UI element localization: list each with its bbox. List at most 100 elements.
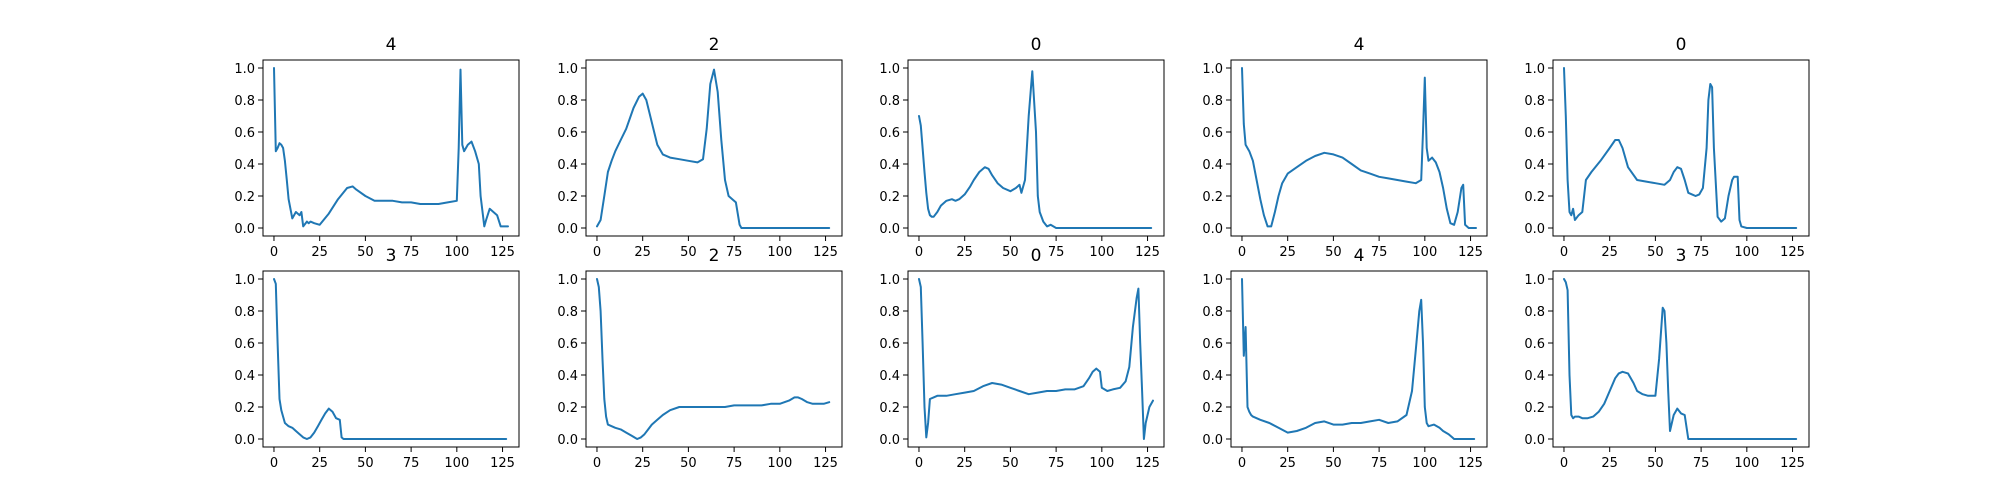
y-tick-label: 1.0 — [557, 273, 578, 288]
subplot-title: 3 — [386, 246, 397, 266]
y-tick-label: 0.4 — [1524, 158, 1545, 173]
x-tick-label: 125 — [1458, 456, 1483, 471]
y-tick-label: 0.4 — [234, 369, 255, 384]
subplot-5: 0 0 25 50 75 100 125 0.0 0.2 0.4 0.6 0.8 1.0 — [1524, 35, 1810, 260]
y-tick-label: 0.6 — [1524, 337, 1545, 352]
x-tick-label: 0 — [593, 456, 601, 471]
subplot-1: 4 0 25 50 75 100 125 0.0 0.2 0.4 0.6 0.8 1.0 — [234, 35, 520, 260]
series-line — [1241, 67, 1477, 229]
x-tick-label: 0 — [270, 245, 278, 260]
x-tick-label: 50 — [357, 245, 374, 260]
y-tick-label: 0.0 — [1524, 222, 1545, 237]
x-tick-label: 25 — [1601, 245, 1618, 260]
axes-frame — [1230, 59, 1488, 237]
y-tick-label: 0.4 — [879, 369, 900, 384]
axes-frame — [585, 59, 843, 237]
x-tick-label: 100 — [1412, 245, 1437, 260]
x-tick-label: 125 — [1135, 456, 1160, 471]
y-tick-label: 1.0 — [234, 273, 255, 288]
y-tick-label: 1.0 — [234, 62, 255, 77]
subplot-title: 0 — [1031, 246, 1042, 266]
x-tick-label: 75 — [1048, 245, 1065, 260]
axes-frame — [907, 59, 1165, 237]
series-line — [918, 278, 1154, 440]
series-line — [1563, 278, 1798, 440]
y-tick-label: 0.2 — [557, 401, 578, 416]
series-line — [273, 278, 508, 440]
y-tick-label: 0.0 — [879, 433, 900, 448]
y-tick-label: 0.6 — [879, 337, 900, 352]
x-tick-label: 125 — [1780, 245, 1805, 260]
x-tick-label: 75 — [1693, 245, 1710, 260]
subplot-9: 4 0 25 50 75 100 125 0.0 0.2 0.4 0.6 0.8 1.0 — [1202, 246, 1488, 471]
subplot-8: 0 0 25 50 75 100 125 0.0 0.2 0.4 0.6 0.8 1.0 — [879, 246, 1165, 471]
axes-frame — [1552, 59, 1810, 237]
x-tick-label: 25 — [634, 456, 651, 471]
y-tick-label: 0.0 — [1202, 222, 1223, 237]
x-tick-label: 25 — [1279, 245, 1296, 260]
y-tick-label: 1.0 — [557, 62, 578, 77]
axes-frame — [585, 270, 843, 448]
y-tick-label: 0.8 — [1202, 305, 1223, 320]
y-tick-label: 0.8 — [557, 94, 578, 109]
y-tick-label: 0.8 — [1202, 94, 1223, 109]
x-tick-label: 125 — [490, 245, 515, 260]
subplot-3: 0 0 25 50 75 100 125 0.0 0.2 0.4 0.6 0.8 1.0 — [879, 35, 1165, 260]
x-tick-label: 50 — [1325, 245, 1342, 260]
y-tick-label: 0.4 — [557, 158, 578, 173]
x-tick-label: 75 — [1371, 245, 1388, 260]
y-tick-label: 0.8 — [234, 94, 255, 109]
x-tick-label: 75 — [1371, 456, 1388, 471]
y-tick-label: 0.8 — [1524, 305, 1545, 320]
y-tick-label: 0.2 — [557, 190, 578, 205]
x-tick-label: 50 — [680, 456, 697, 471]
subplot-title: 4 — [386, 35, 397, 55]
x-tick-label: 100 — [767, 245, 792, 260]
y-tick-label: 0.2 — [879, 401, 900, 416]
series-line — [1241, 278, 1476, 440]
y-tick-label: 0.0 — [1524, 433, 1545, 448]
y-tick-label: 0.6 — [234, 337, 255, 352]
x-tick-label: 100 — [1734, 456, 1759, 471]
subplot-10: 3 0 25 50 75 100 125 0.0 0.2 0.4 0.6 0.8 1.0 — [1524, 246, 1810, 471]
x-tick-label: 125 — [1458, 245, 1483, 260]
x-tick-label: 50 — [680, 245, 697, 260]
x-tick-label: 0 — [1560, 245, 1568, 260]
y-tick-label: 0.8 — [234, 305, 255, 320]
y-tick-label: 0.2 — [1524, 401, 1545, 416]
y-tick-label: 0.0 — [234, 433, 255, 448]
x-tick-label: 75 — [726, 245, 743, 260]
y-tick-label: 1.0 — [1202, 273, 1223, 288]
axes-frame — [262, 59, 520, 237]
y-tick-label: 0.2 — [1202, 401, 1223, 416]
y-tick-label: 0.6 — [1202, 126, 1223, 141]
x-tick-label: 25 — [1601, 456, 1618, 471]
subplot-title: 4 — [1354, 35, 1365, 55]
x-tick-label: 100 — [444, 245, 469, 260]
x-tick-label: 25 — [311, 245, 328, 260]
x-tick-label: 0 — [915, 456, 923, 471]
y-tick-label: 0.4 — [879, 158, 900, 173]
x-tick-label: 0 — [1238, 245, 1246, 260]
y-tick-label: 0.0 — [557, 222, 578, 237]
x-tick-label: 75 — [1693, 456, 1710, 471]
subplot-title: 2 — [709, 246, 720, 266]
x-tick-label: 50 — [357, 456, 374, 471]
y-tick-label: 0.2 — [234, 401, 255, 416]
series-line — [596, 278, 831, 440]
x-tick-label: 50 — [1647, 245, 1664, 260]
axes-frame — [1230, 270, 1488, 448]
y-tick-label: 0.6 — [1524, 126, 1545, 141]
x-tick-label: 0 — [1560, 456, 1568, 471]
series-line — [273, 67, 509, 228]
subplot-title: 0 — [1031, 35, 1042, 55]
y-tick-label: 0.6 — [1202, 337, 1223, 352]
x-tick-label: 100 — [767, 456, 792, 471]
x-tick-label: 75 — [403, 245, 420, 260]
y-tick-label: 0.4 — [1202, 369, 1223, 384]
subplot-2: 2 0 25 50 75 100 125 0.0 0.2 0.4 0.6 0.8 1.0 — [557, 35, 843, 260]
x-tick-label: 125 — [813, 456, 838, 471]
y-tick-label: 0.4 — [1524, 369, 1545, 384]
x-tick-label: 50 — [1002, 456, 1019, 471]
